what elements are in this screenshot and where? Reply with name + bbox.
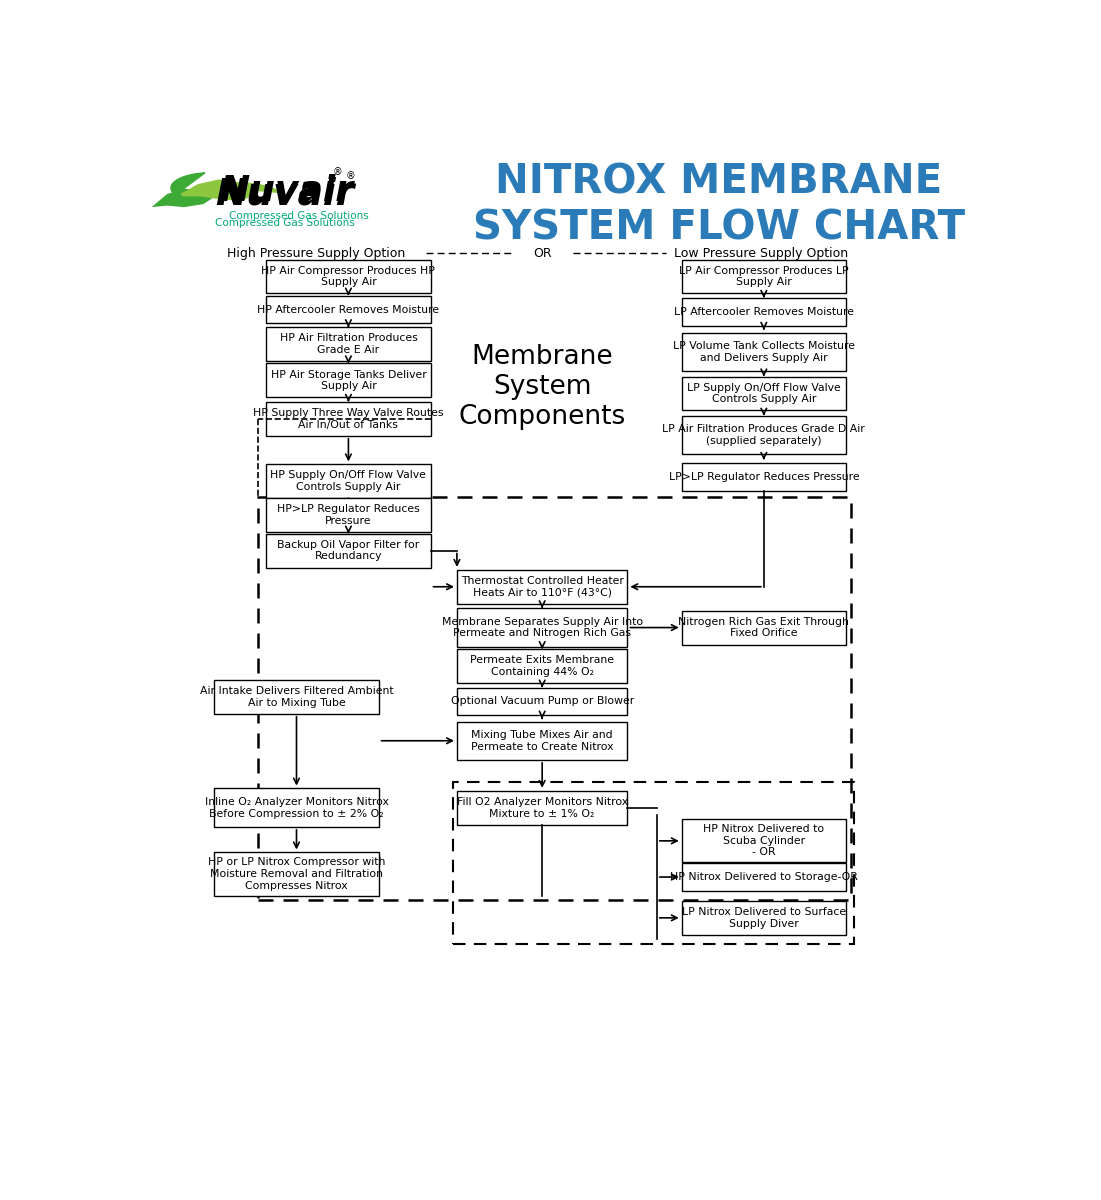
Text: LP Supply On/Off Flow Valve
Controls Supply Air: LP Supply On/Off Flow Valve Controls Sup… — [687, 383, 841, 404]
Text: HP Air Compressor Produces HP
Supply Air: HP Air Compressor Produces HP Supply Air — [262, 265, 435, 287]
Bar — [266, 328, 430, 361]
Text: Compressed Gas Solutions: Compressed Gas Solutions — [229, 211, 369, 221]
Text: Backup Oil Vapor Filter for
Redundancy: Backup Oil Vapor Filter for Redundancy — [277, 540, 419, 562]
Bar — [215, 680, 379, 714]
Text: HP>LP Regulator Reduces
Pressure: HP>LP Regulator Reduces Pressure — [277, 504, 419, 526]
Bar — [453, 781, 853, 944]
Text: Membrane
System
Components: Membrane System Components — [458, 343, 625, 430]
Bar — [266, 295, 430, 324]
Text: Permeate Exits Membrane
Containing 44% O₂: Permeate Exits Membrane Containing 44% O… — [470, 655, 614, 677]
Bar — [457, 721, 628, 760]
Text: Air Intake Delivers Filtered Ambient
Air to Mixing Tube: Air Intake Delivers Filtered Ambient Air… — [199, 686, 393, 708]
Bar — [682, 611, 846, 644]
Bar — [682, 259, 846, 293]
Text: LP Aftercooler Removes Moisture: LP Aftercooler Removes Moisture — [674, 307, 853, 317]
Text: LP Nitrox Delivered to Surface
Supply Diver: LP Nitrox Delivered to Surface Supply Di… — [682, 907, 846, 929]
Text: Low Pressure Supply Option: Low Pressure Supply Option — [675, 247, 849, 260]
Bar — [457, 570, 628, 604]
Bar — [457, 649, 628, 683]
Bar — [266, 402, 430, 436]
Bar — [682, 377, 846, 410]
Text: ®: ® — [346, 172, 356, 181]
Bar — [682, 332, 846, 371]
Bar — [266, 259, 430, 293]
Bar — [682, 820, 846, 863]
Text: Mixing Tube Mixes Air and
Permeate to Create Nitrox: Mixing Tube Mixes Air and Permeate to Cr… — [471, 730, 613, 751]
Text: LP Volume Tank Collects Moisture
and Delivers Supply Air: LP Volume Tank Collects Moisture and Del… — [673, 341, 854, 362]
Text: Nuvair: Nuvair — [219, 173, 353, 208]
Text: HP or LP Nitrox Compressor with
Moisture Removal and Filtration
Compresses Nitro: HP or LP Nitrox Compressor with Moisture… — [208, 857, 385, 890]
Text: NITROX MEMBRANE: NITROX MEMBRANE — [495, 162, 942, 203]
Text: Inline O₂ Analyzer Monitors Nitrox
Before Compression to ± 2% O₂: Inline O₂ Analyzer Monitors Nitrox Befor… — [205, 797, 389, 818]
Text: Fill O2 Analyzer Monitors Nitrox
Mixture to ± 1% O₂: Fill O2 Analyzer Monitors Nitrox Mixture… — [457, 797, 628, 818]
Bar — [682, 463, 846, 491]
Bar — [266, 498, 430, 532]
Text: High Pressure Supply Option: High Pressure Supply Option — [227, 247, 405, 260]
Bar — [682, 298, 846, 325]
Bar — [266, 534, 430, 568]
Polygon shape — [181, 180, 258, 200]
Polygon shape — [205, 182, 280, 192]
Text: Membrane Separates Supply Air Into
Permeate and Nitrogen Rich Gas: Membrane Separates Supply Air Into Perme… — [442, 617, 643, 638]
Polygon shape — [171, 173, 205, 194]
Text: SYSTEM FLOW CHART: SYSTEM FLOW CHART — [472, 209, 964, 248]
Polygon shape — [152, 188, 215, 208]
Text: HP Nitrox Delivered to
Scuba Cylinder
- OR: HP Nitrox Delivered to Scuba Cylinder - … — [704, 824, 825, 858]
Text: Thermostat Controlled Heater
Heats Air to 110°F (43°C): Thermostat Controlled Heater Heats Air t… — [460, 576, 623, 598]
Bar — [457, 608, 628, 647]
Text: HP Air Storage Tanks Deliver
Supply Air: HP Air Storage Tanks Deliver Supply Air — [271, 370, 426, 391]
Bar — [682, 863, 846, 890]
Bar — [266, 364, 430, 397]
Bar — [215, 852, 379, 895]
Bar — [457, 688, 628, 715]
Text: LP Air Compressor Produces LP
Supply Air: LP Air Compressor Produces LP Supply Air — [679, 265, 849, 287]
Bar — [258, 497, 851, 900]
Text: HP Supply Three Way Valve Routes
Air In/Out of Tanks: HP Supply Three Way Valve Routes Air In/… — [253, 408, 444, 430]
Text: HP Aftercooler Removes Moisture: HP Aftercooler Removes Moisture — [258, 305, 439, 314]
Bar — [266, 464, 430, 498]
Text: Nuvair: Nuvair — [216, 176, 355, 212]
Text: HP Supply On/Off Flow Valve
Controls Supply Air: HP Supply On/Off Flow Valve Controls Sup… — [271, 470, 426, 492]
Text: Nitrogen Rich Gas Exit Through
Fixed Orifice: Nitrogen Rich Gas Exit Through Fixed Ori… — [678, 617, 849, 638]
Bar — [457, 791, 628, 824]
Text: LP Air Filtration Produces Grade D Air
(supplied separately): LP Air Filtration Produces Grade D Air (… — [663, 425, 865, 446]
Text: ®: ® — [333, 168, 342, 178]
Bar — [215, 788, 379, 827]
Text: LP>LP Regulator Reduces Pressure: LP>LP Regulator Reduces Pressure — [668, 472, 859, 481]
Text: Optional Vacuum Pump or Blower: Optional Vacuum Pump or Blower — [450, 696, 634, 707]
Bar — [682, 416, 846, 455]
Text: HP Nitrox Delivered to Storage-OR: HP Nitrox Delivered to Storage-OR — [669, 872, 858, 882]
Text: HP Air Filtration Produces
Grade E Air: HP Air Filtration Produces Grade E Air — [280, 334, 417, 355]
Text: OR: OR — [533, 247, 552, 260]
Bar — [682, 901, 846, 935]
Text: Compressed Gas Solutions: Compressed Gas Solutions — [215, 217, 355, 228]
